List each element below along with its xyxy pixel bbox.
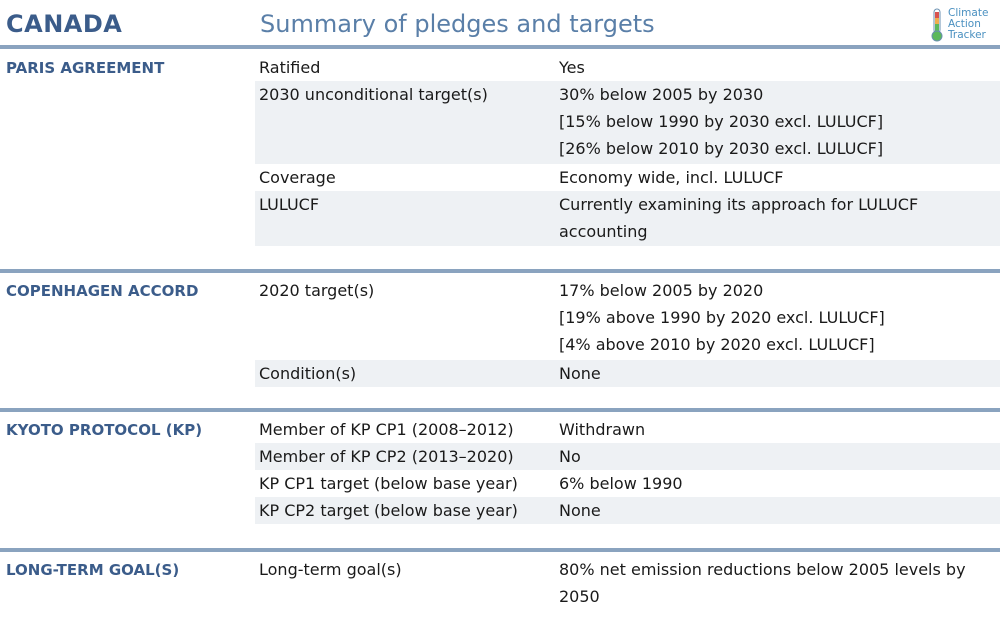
table-row: KP CP1 target (below base year) 6% below …: [255, 470, 1000, 497]
row-value-line: [19% above 1990 by 2020 excl. LULUCF]: [559, 308, 885, 327]
row-value-line: 30% below 2005 by 2030: [559, 85, 764, 104]
row-value: Economy wide, incl. LULUCF: [559, 164, 995, 191]
row-value: None: [559, 497, 995, 524]
row-value-line: 6% below 1990: [559, 474, 683, 493]
row-label: Coverage: [259, 168, 336, 187]
row-value: 30% below 2005 by 2030 [15% below 1990 by…: [559, 81, 995, 162]
table-row: Condition(s) None: [255, 360, 1000, 387]
row-value: 80% net emission reductions below 2005 l…: [559, 556, 995, 610]
thermometer-icon: [931, 8, 943, 42]
climate-action-tracker-logo: Climate Action Tracker: [928, 6, 998, 44]
logo-text-line: Climate: [948, 7, 989, 19]
section-title: PARIS AGREEMENT: [6, 59, 165, 77]
row-value-line: Yes: [559, 58, 585, 77]
section-title: LONG-TERM GOAL(S): [6, 561, 180, 579]
page-subtitle: Summary of pledges and targets: [260, 10, 655, 38]
row-value: 17% below 2005 by 2020 [19% above 1990 by…: [559, 277, 995, 358]
row-label: Member of KP CP1 (2008–2012): [259, 420, 514, 439]
row-value-line: [4% above 2010 by 2020 excl. LULUCF]: [559, 335, 875, 354]
table-row: 2020 target(s) 17% below 2005 by 2020 [19%…: [255, 277, 1000, 360]
table-row: KP CP2 target (below base year) None: [255, 497, 1000, 524]
row-value-line: Economy wide, incl. LULUCF: [559, 168, 784, 187]
row-value-line: None: [559, 364, 601, 383]
row-label: Condition(s): [259, 364, 357, 383]
row-label: KP CP1 target (below base year): [259, 474, 518, 493]
row-label: 2030 unconditional target(s): [259, 85, 488, 104]
header-divider: [0, 45, 1000, 49]
row-label: LULUCF: [259, 195, 320, 214]
row-value-line: No: [559, 447, 581, 466]
row-value: Yes: [559, 54, 995, 81]
section-divider: [0, 548, 1000, 552]
row-value: Currently examining its approach for LUL…: [559, 191, 995, 245]
table-row: Member of KP CP2 (2013–2020) No: [255, 443, 1000, 470]
row-label: KP CP2 target (below base year): [259, 501, 518, 520]
page-header: CANADA Summary of pledges and targets Cl…: [0, 0, 1000, 46]
row-label: Ratified: [259, 58, 321, 77]
row-label: Long-term goal(s): [259, 560, 402, 579]
row-label: 2020 target(s): [259, 281, 375, 300]
logo-text: Climate Action Tracker: [948, 8, 988, 41]
table-row: LULUCF Currently examining its approach f…: [255, 191, 1000, 246]
row-value-line: Currently examining its approach for LUL…: [559, 195, 919, 214]
table-row: 2030 unconditional target(s) 30% below 20…: [255, 81, 1000, 164]
row-value-line: accounting: [559, 222, 648, 241]
row-value-line: [15% below 1990 by 2030 excl. LULUCF]: [559, 112, 884, 131]
row-value-line: Withdrawn: [559, 420, 646, 439]
row-value-line: 80% net emission reductions below 2005 l…: [559, 560, 966, 579]
row-value-line: None: [559, 501, 601, 520]
row-value: No: [559, 443, 995, 470]
row-value-line: 17% below 2005 by 2020: [559, 281, 764, 300]
country-title: CANADA: [6, 10, 123, 38]
table-row: Ratified Yes: [255, 54, 1000, 81]
row-value: 6% below 1990: [559, 470, 995, 497]
section-divider: [0, 269, 1000, 273]
row-value-line: 2050: [559, 587, 600, 606]
row-value-line: [26% below 2010 by 2030 excl. LULUCF]: [559, 139, 884, 158]
row-value: None: [559, 360, 995, 387]
table-row: Member of KP CP1 (2008–2012) Withdrawn: [255, 416, 1000, 443]
logo-text-line: Tracker: [948, 29, 986, 41]
logo-text-line: Action: [948, 18, 981, 30]
section-divider: [0, 408, 1000, 412]
row-label: Member of KP CP2 (2013–2020): [259, 447, 514, 466]
table-row: Coverage Economy wide, incl. LULUCF: [255, 164, 1000, 191]
row-value: Withdrawn: [559, 416, 995, 443]
section-title: COPENHAGEN ACCORD: [6, 282, 199, 300]
table-row: Long-term goal(s) 80% net emission reduct…: [255, 556, 1000, 611]
section-title: KYOTO PROTOCOL (KP): [6, 421, 203, 439]
